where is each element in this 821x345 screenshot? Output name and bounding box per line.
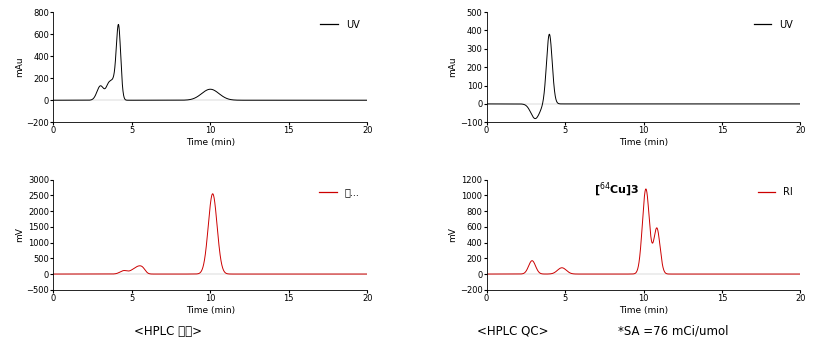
Legend: UV: UV	[318, 17, 362, 33]
Y-axis label: mV: mV	[15, 227, 24, 242]
Y-axis label: mV: mV	[448, 227, 456, 242]
Text: <HPLC 분리>: <HPLC 분리>	[135, 325, 202, 338]
Y-axis label: mAu: mAu	[448, 57, 456, 78]
Legend: RI: RI	[754, 185, 796, 200]
Legend: 계...: 계...	[316, 185, 362, 200]
X-axis label: Time (min): Time (min)	[619, 138, 668, 147]
Text: *SA =76 mCi/umol: *SA =76 mCi/umol	[618, 325, 728, 338]
Text: <HPLC QC>: <HPLC QC>	[477, 325, 549, 338]
Y-axis label: mAu: mAu	[15, 57, 24, 78]
X-axis label: Time (min): Time (min)	[186, 306, 235, 315]
Text: [$^{64}$Cu]3: [$^{64}$Cu]3	[594, 181, 640, 199]
X-axis label: Time (min): Time (min)	[186, 138, 235, 147]
Legend: UV: UV	[750, 17, 796, 33]
X-axis label: Time (min): Time (min)	[619, 306, 668, 315]
